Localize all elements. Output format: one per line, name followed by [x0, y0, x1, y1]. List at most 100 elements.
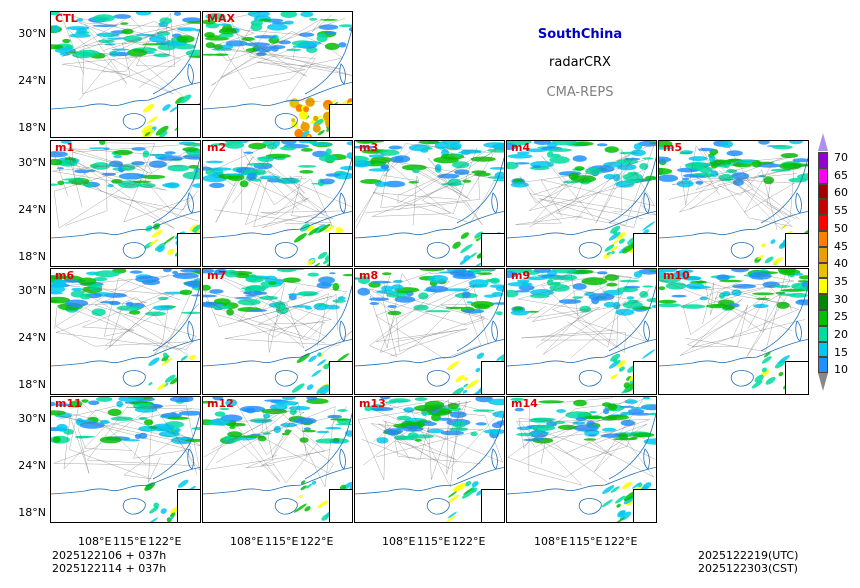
colorbar-segment	[818, 310, 828, 326]
lat-tick-label: 24°N	[18, 203, 46, 216]
lat-tick-label: 30°N	[18, 156, 46, 169]
colorbar-segment	[818, 199, 828, 216]
map-canvas	[507, 141, 656, 266]
map-panel-m13: m13	[354, 396, 505, 523]
lon-tick-label: 115°E	[417, 535, 451, 548]
colorbar-tick-label: 65	[834, 168, 848, 182]
colorbar-segment	[818, 357, 828, 374]
colorbar-segment	[818, 262, 828, 279]
colorbar-tick-label: 35	[834, 274, 848, 288]
colorbar-segment	[818, 215, 828, 231]
map-panel-m3: m3	[354, 140, 505, 267]
south-china-sea-inset	[785, 361, 808, 394]
valid-time-utc: 2025122219(UTC)	[698, 549, 799, 562]
south-china-sea-inset	[177, 361, 200, 394]
map-panel-m10: m10	[658, 268, 809, 395]
map-canvas	[51, 397, 200, 522]
panel-label: MAX	[207, 12, 235, 25]
south-china-sea-inset	[329, 489, 352, 522]
colorbar-segment	[818, 294, 828, 310]
colorbar-tick-label: 30	[834, 292, 848, 306]
lon-tick-label: 115°E	[265, 535, 299, 548]
colorbar-tick-label: 45	[834, 239, 848, 253]
colorbar-tick-label: 20	[834, 328, 848, 341]
lon-tick-label: 115°E	[569, 535, 603, 548]
south-china-sea-inset	[785, 233, 808, 266]
lat-tick-label: 24°N	[18, 459, 46, 472]
lat-tick-label: 18°N	[18, 250, 46, 263]
lon-tick-label: 108°E	[230, 535, 264, 548]
map-panel-m2: m2	[202, 140, 353, 267]
map-panel-m1: m1	[50, 140, 201, 267]
panel-label: m2	[207, 141, 227, 154]
colorbar-tick-label: 60	[834, 186, 848, 200]
panel-label: CTL	[55, 12, 78, 25]
map-canvas	[203, 141, 352, 266]
colorbar-segment	[818, 341, 828, 358]
lat-tick-label: 24°N	[18, 331, 46, 344]
south-china-sea-inset	[481, 361, 504, 394]
region-title: SouthChina	[537, 27, 623, 42]
south-china-sea-inset	[633, 489, 656, 522]
lat-tick-label: 30°N	[18, 284, 46, 297]
lon-tick-label: 122°E	[452, 535, 486, 548]
lon-tick-label: 122°E	[604, 535, 638, 548]
panel-label: m14	[511, 397, 538, 410]
init-time-utc: 2025122106 + 037h	[52, 549, 167, 562]
colorbar-tick-label: 50	[834, 221, 848, 235]
map-panel-m11: m11	[50, 396, 201, 523]
south-china-sea-inset	[481, 489, 504, 522]
map-canvas	[355, 141, 504, 266]
colorbar-segment	[818, 167, 828, 184]
lat-tick-label: 30°N	[18, 27, 46, 40]
lon-tick-label: 122°E	[148, 535, 182, 548]
lat-tick-label: 24°N	[18, 74, 46, 87]
map-panel-m14: m14	[506, 396, 657, 523]
colorbar-min-triangle	[818, 373, 828, 392]
panel-label: m5	[663, 141, 683, 154]
panel-label: m1	[55, 141, 75, 154]
panel-label: m10	[663, 269, 690, 282]
south-china-sea-inset	[177, 489, 200, 522]
colorbar-tick-label: 55	[834, 204, 848, 218]
map-panel-m7: m7	[202, 268, 353, 395]
panel-label: m9	[511, 269, 531, 282]
lon-tick-label: 108°E	[78, 535, 112, 548]
variable-title: radarCRX	[549, 55, 611, 70]
map-panel-m5: m5	[658, 140, 809, 267]
south-china-sea-inset	[481, 233, 504, 266]
panel-label: m11	[55, 397, 82, 410]
lat-tick-label: 18°N	[18, 121, 46, 134]
lat-tick-label: 30°N	[18, 412, 46, 425]
valid-time-cst: 2025122303(CST)	[698, 562, 798, 575]
map-panel-max: MAX	[202, 11, 353, 138]
lon-tick-label: 108°E	[534, 535, 568, 548]
map-canvas	[507, 269, 656, 394]
map-panel-ctl: CTL	[50, 11, 201, 138]
map-panel-m12: m12	[202, 396, 353, 523]
panel-label: m13	[359, 397, 386, 410]
map-panel-m4: m4	[506, 140, 657, 267]
lon-tick-label: 108°E	[382, 535, 416, 548]
colorbar-tick-label: 25	[834, 310, 848, 324]
south-china-sea-inset	[329, 104, 352, 137]
colorbar-segment	[818, 278, 828, 295]
colorbar-segment	[818, 183, 828, 200]
colorbar-max-triangle	[818, 133, 828, 151]
colorbar-tick-label: 10	[834, 363, 848, 377]
panel-label: m8	[359, 269, 379, 282]
panel-label: m12	[207, 397, 234, 410]
panel-label: m4	[511, 141, 531, 154]
south-china-sea-inset	[329, 361, 352, 394]
lat-tick-label: 18°N	[18, 378, 46, 391]
lon-tick-label: 122°E	[300, 535, 334, 548]
colorbar-tick-label: 15	[834, 345, 848, 359]
map-panel-m9: m9	[506, 268, 657, 395]
map-panel-m8: m8	[354, 268, 505, 395]
map-canvas	[659, 141, 808, 266]
system-title: CMA-REPS	[546, 85, 614, 100]
colorbar-segment	[818, 152, 828, 168]
south-china-sea-inset	[177, 233, 200, 266]
map-canvas	[203, 12, 352, 137]
colorbar-segment	[818, 231, 828, 247]
